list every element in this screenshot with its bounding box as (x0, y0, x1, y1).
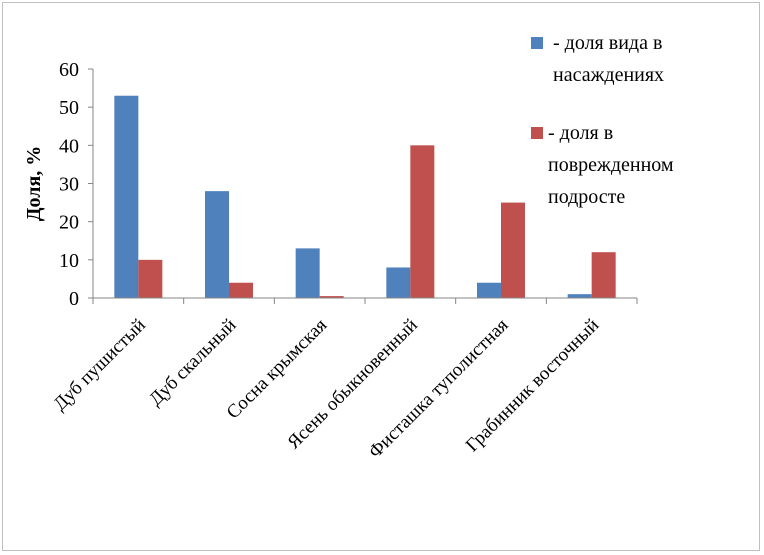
bar-damaged-share (410, 145, 435, 298)
bar-damaged-share (229, 282, 253, 298)
legend-label-line: насаждениях (553, 64, 664, 86)
bar-species-share (114, 95, 139, 298)
y-axis-title: Доля, % (23, 146, 45, 222)
bar-species-share (205, 191, 229, 298)
bar-damaged-share (501, 202, 525, 298)
bar-damaged-share (319, 296, 344, 298)
bar-damaged-share (591, 252, 616, 298)
legend: - доля вида в насаждениях - доля в поврежде… (531, 32, 674, 208)
bar-species-share (295, 248, 320, 298)
y-tick-label: 0 (69, 288, 79, 310)
y-tick-label: 10 (59, 250, 79, 272)
legend-label-line: - доля вида в (553, 32, 662, 54)
x-axis-ticks (92, 298, 638, 304)
legend-swatch (531, 37, 543, 49)
y-tick-label: 30 (59, 174, 79, 196)
legend-label-line: поврежденном (548, 154, 674, 176)
bar-species-share (386, 267, 411, 298)
y-axis-title-group: Доля, % (23, 146, 45, 222)
y-tick-label: 40 (59, 135, 79, 157)
legend-label-line: подросте (548, 186, 625, 208)
legend-swatch (531, 127, 543, 139)
y-tick-label: 60 (59, 59, 79, 81)
bar-species-share (477, 282, 501, 298)
bars-group (114, 95, 616, 298)
x-category-label: Дуб скальный (145, 315, 240, 410)
y-tick-label: 20 (59, 212, 79, 234)
bar-species-share (567, 294, 592, 298)
y-axis-ticks: 0 10 20 30 40 50 60 (59, 59, 93, 310)
x-category-label: Дуб пушистый (50, 315, 150, 415)
bar-damaged-share (138, 259, 163, 298)
legend-label-line: - доля в (548, 122, 613, 144)
y-tick-label: 50 (59, 97, 79, 119)
